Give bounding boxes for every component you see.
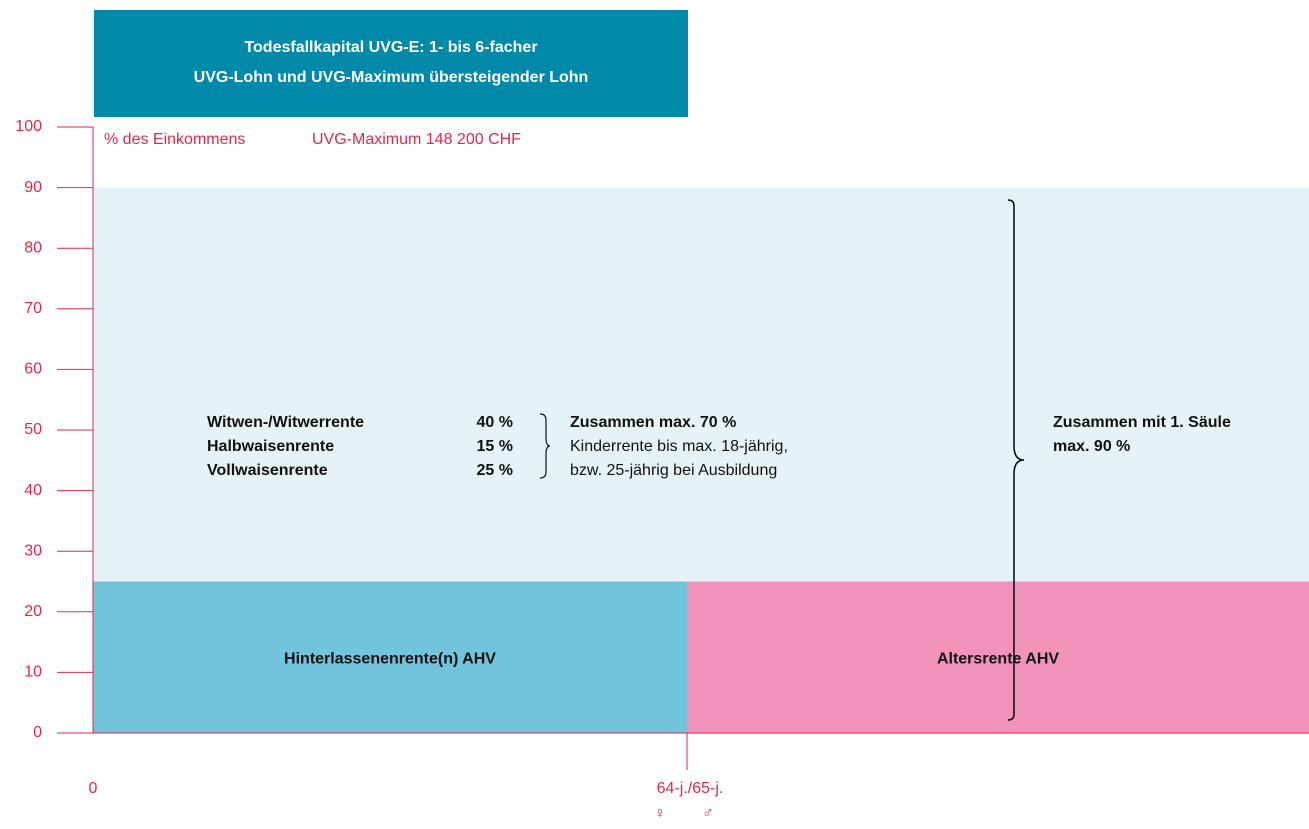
y-tick-label: 80 — [24, 239, 42, 256]
y-tick-label: 90 — [24, 179, 42, 196]
band-label: Hinterlassenenrente(n) AHV — [284, 651, 496, 668]
small-brace — [539, 413, 551, 479]
band — [687, 581, 1309, 733]
y-tick-label: 50 — [24, 421, 42, 438]
male-symbol: ♂ — [702, 805, 714, 822]
bands: Hinterlassenenrente(n) AHV Altersrente AH… — [93, 187, 1309, 733]
combined-title: Zusammen max. 70 % — [570, 414, 736, 431]
benefit-share: 40 % — [477, 414, 513, 431]
y-tick-label: 0 — [33, 724, 42, 741]
benefit-name: Witwen-/Witwerrente — [207, 414, 364, 431]
y-tick-label: 10 — [24, 664, 42, 681]
benefit-share: 25 % — [477, 462, 513, 479]
y-tick-label: 70 — [24, 300, 42, 317]
y-tick-label: 30 — [24, 542, 42, 559]
benefit-name: Halbwaisenrente — [207, 438, 334, 455]
y-axis-label: % des Einkommens — [104, 131, 245, 148]
combined-line: Kinderrente bis max. 18-jährig, — [570, 438, 788, 455]
combined-line: bzw. 25-jährig bei Ausbildung — [570, 462, 777, 479]
y-tick-label: 20 — [24, 603, 42, 620]
benefit-share: 15 % — [477, 438, 513, 455]
y-tick-label: 40 — [24, 482, 42, 499]
benefit-name: Vollwaisenrente — [207, 462, 328, 479]
total-line: Zusammen mit 1. Säule — [1053, 414, 1231, 431]
title-line: Todesfallkapital UVG-E: 1- bis 6-facher — [244, 39, 537, 56]
female-symbol: ♀ — [654, 805, 666, 822]
x-mark: 64-j./65-j. — [657, 780, 724, 797]
band-label: Altersrente AHV — [937, 651, 1059, 668]
band — [93, 187, 1309, 582]
title-line: UVG-Lohn und UVG-Maximum übersteigender … — [194, 69, 589, 86]
y-tick-label: 100 — [15, 118, 42, 135]
total-line: max. 90 % — [1053, 438, 1130, 455]
x-start: 0 — [89, 780, 98, 797]
band — [93, 581, 687, 733]
large-brace — [1007, 199, 1025, 721]
max-note: UVG-Maximum 148 200 CHF — [312, 131, 521, 148]
y-tick-label: 60 — [24, 361, 42, 378]
title-box — [94, 10, 688, 117]
axis: 0 10 20 30 40 50 60 70 80 90 100 — [15, 118, 1309, 770]
